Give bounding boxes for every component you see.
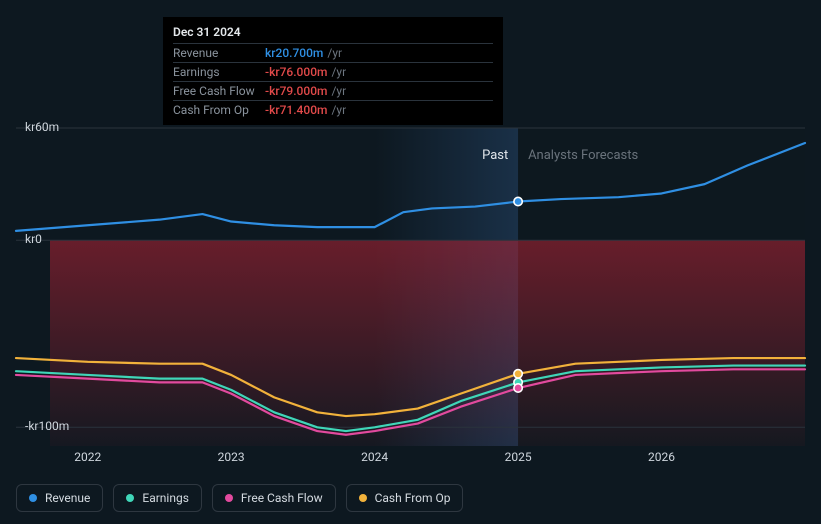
tooltip-row-value: -kr71.400m bbox=[265, 101, 327, 119]
tooltip-row-unit: /yr bbox=[331, 82, 346, 100]
x-tick-label: 2025 bbox=[505, 450, 532, 464]
y-tick-label: kr60m bbox=[25, 120, 59, 134]
x-tick-label: 2024 bbox=[361, 450, 388, 464]
y-tick-label: kr0 bbox=[25, 232, 42, 246]
x-tick-label: 2026 bbox=[648, 450, 675, 464]
legend-item-label: Revenue bbox=[45, 491, 90, 505]
tooltip-row-value: -kr79.000m bbox=[265, 82, 327, 100]
legend-item-label: Free Cash Flow bbox=[241, 491, 323, 505]
forecast-label: Analysts Forecasts bbox=[528, 148, 638, 163]
legend-item-label: Earnings bbox=[142, 491, 189, 505]
tooltip-row-label: Earnings bbox=[173, 63, 265, 81]
tooltip-row: Free Cash Flow-kr79.000m/yr bbox=[173, 81, 493, 100]
x-tick-label: 2023 bbox=[218, 450, 245, 464]
series-marker-cash_from_op bbox=[514, 370, 522, 378]
legend-dot-icon bbox=[29, 494, 37, 502]
tooltip-row: Cash From Op-kr71.400m/yr bbox=[173, 100, 493, 119]
legend-item-label: Cash From Op bbox=[375, 491, 451, 505]
tooltip-row-label: Revenue bbox=[173, 44, 265, 62]
chart-legend: Revenue Earnings Free Cash Flow Cash From O… bbox=[16, 484, 463, 512]
tooltip-row-unit: /yr bbox=[327, 44, 342, 62]
financials-chart: Dec 31 2024 Revenuekr20.700m/yrEarnings-… bbox=[0, 0, 821, 524]
tooltip-row: Earnings-kr76.000m/yr bbox=[173, 62, 493, 81]
y-tick-label: -kr100m bbox=[25, 419, 69, 433]
tooltip-row-unit: /yr bbox=[331, 63, 346, 81]
legend-dot-icon bbox=[126, 494, 134, 502]
legend-item-revenue[interactable]: Revenue bbox=[16, 484, 103, 512]
legend-item-cash_from_op[interactable]: Cash From Op bbox=[346, 484, 464, 512]
tooltip-row-value: -kr76.000m bbox=[265, 63, 327, 81]
chart-tooltip: Dec 31 2024 Revenuekr20.700m/yrEarnings-… bbox=[163, 17, 503, 125]
legend-item-free_cash_flow[interactable]: Free Cash Flow bbox=[212, 484, 336, 512]
tooltip-date: Dec 31 2024 bbox=[173, 23, 493, 41]
legend-dot-icon bbox=[225, 494, 233, 502]
tooltip-row-unit: /yr bbox=[331, 101, 346, 119]
x-tick-label: 2022 bbox=[74, 450, 101, 464]
legend-item-earnings[interactable]: Earnings bbox=[113, 484, 202, 512]
tooltip-row-label: Cash From Op bbox=[173, 101, 265, 119]
tooltip-row: Revenuekr20.700m/yr bbox=[173, 43, 493, 62]
legend-dot-icon bbox=[359, 494, 367, 502]
tooltip-row-label: Free Cash Flow bbox=[173, 82, 265, 100]
past-label: Past bbox=[482, 148, 508, 163]
series-marker-revenue bbox=[514, 197, 522, 205]
tooltip-row-value: kr20.700m bbox=[265, 44, 323, 62]
series-marker-free_cash_flow bbox=[514, 384, 522, 392]
